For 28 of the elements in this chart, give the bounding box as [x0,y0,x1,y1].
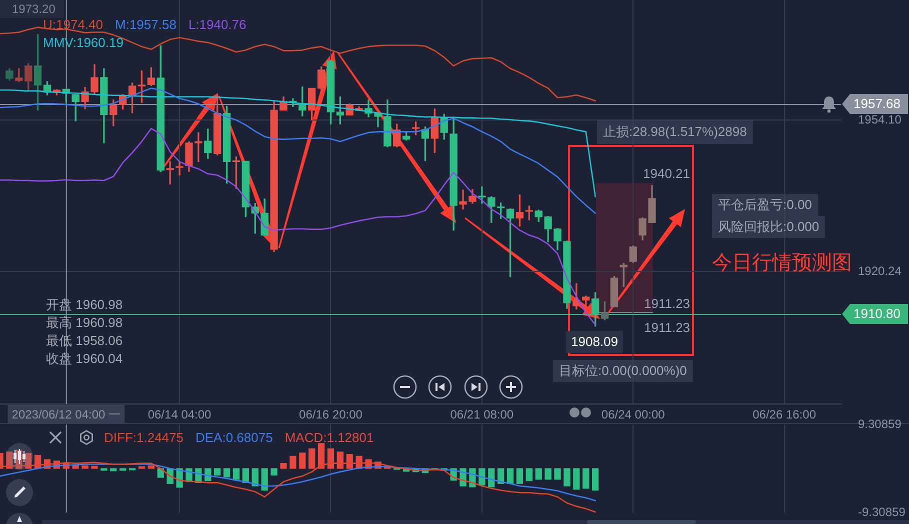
y-tick-label: 9.30859 [858,416,902,431]
annotation: 1911.23 [644,320,690,336]
y-tick-label: 1954.10 [858,112,902,126]
annotation: 平仓后盈亏:0.00 [712,194,818,216]
x-tick-label: 06/26 16:00 [752,408,816,422]
annotation: 1911.23 [644,296,690,312]
annotation: 1940.21 [643,166,690,182]
x-tick-label: 06/24 00:00 [601,408,666,422]
y-tick-label: -9.30859 [858,504,906,519]
x-tick-label: 06/14 04:00 [148,408,212,422]
annotation: 1973.20 [0,0,64,18]
annotation: 风险回报比:0.000 [712,216,826,238]
x-tick-label: 06/16 20:00 [299,408,363,422]
annotation: 今日行情预测图 [712,251,852,275]
series-label: MACD:1.12801 [284,430,374,445]
text: DEA:0.68075 [196,430,273,445]
text: 1957.68 [842,94,908,114]
text: M:1957.58 [115,17,176,32]
annotation: 目标位:0.00(0.000%)0 [553,360,693,382]
text: L:1940.76 [188,17,246,32]
text: 1910.80 [842,304,908,324]
x-tick-label: 2023/06/12 04:00 一 [12,408,121,422]
y-tick-label: 1920.24 [858,264,902,278]
series-label: DIFF:1.24475 [104,430,184,445]
annotation: 1908.09 [566,331,623,354]
annotation: 止损:28.98(1.517%)2898 [597,120,753,144]
x-tick-label: 06/21 08:00 [450,408,514,422]
series-label: U:1974.40 [43,17,103,32]
